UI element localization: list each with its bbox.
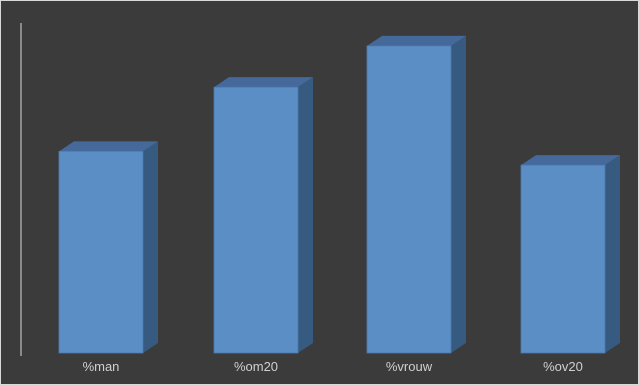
bar-side-0 (143, 141, 158, 353)
bar-side-3 (605, 155, 620, 353)
bar-top-1 (214, 77, 313, 88)
x-tick-label: %vrouw (386, 359, 433, 374)
bar-top-0 (59, 141, 158, 152)
x-tick-label: %man (83, 359, 120, 374)
bar-pct-vrouw (366, 45, 452, 354)
bars-group (58, 35, 620, 354)
bar-side-2 (451, 35, 466, 354)
x-tick-label: %om20 (234, 359, 278, 374)
x-tick-label: %ov20 (543, 359, 583, 374)
bar-pct-man (58, 150, 144, 354)
x-tick-labels: %man %om20 %vrouw %ov20 (83, 359, 583, 374)
bar-top-3 (521, 155, 620, 166)
bar-pct-ov20 (520, 164, 606, 354)
bar-side-1 (298, 77, 313, 354)
bar-top-2 (367, 35, 466, 46)
bar-pct-om20 (213, 86, 299, 354)
